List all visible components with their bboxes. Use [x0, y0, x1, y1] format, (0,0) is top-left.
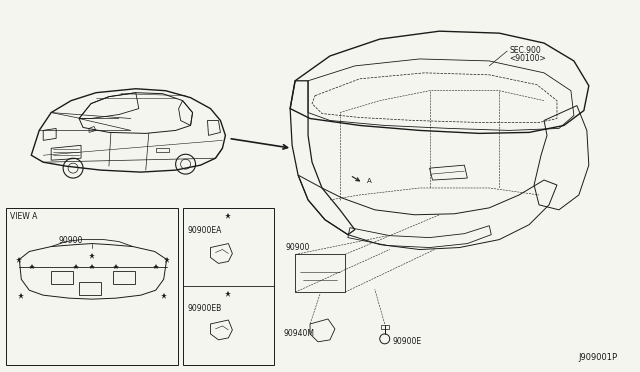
- Text: 90940M: 90940M: [283, 329, 314, 338]
- Bar: [182, 208, 274, 365]
- Text: 90900: 90900: [285, 243, 310, 251]
- Text: VIEW A: VIEW A: [10, 212, 38, 221]
- Text: 90900E: 90900E: [393, 337, 422, 346]
- Text: 90900EB: 90900EB: [188, 304, 222, 313]
- Text: J909001P: J909001P: [579, 353, 618, 362]
- Bar: [113, 271, 135, 284]
- Bar: [79, 282, 101, 295]
- Bar: [295, 254, 345, 292]
- Text: 90900EA: 90900EA: [188, 226, 222, 235]
- Bar: [51, 271, 73, 284]
- Bar: [6, 208, 178, 365]
- Text: 90900: 90900: [59, 235, 83, 244]
- Text: A: A: [367, 178, 372, 184]
- Text: SEC.900: SEC.900: [509, 46, 541, 55]
- Text: <90100>: <90100>: [509, 54, 546, 63]
